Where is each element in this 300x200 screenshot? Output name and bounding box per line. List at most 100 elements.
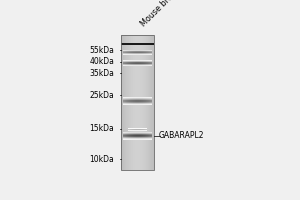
Bar bbox=[144, 132, 145, 133]
Bar bbox=[145, 101, 146, 102]
Bar bbox=[128, 138, 129, 139]
Bar bbox=[149, 100, 150, 101]
Bar bbox=[150, 132, 151, 133]
Bar bbox=[137, 132, 139, 133]
Bar bbox=[124, 62, 125, 63]
Bar bbox=[147, 63, 148, 64]
Bar bbox=[123, 63, 124, 64]
Bar bbox=[136, 62, 137, 63]
Bar bbox=[146, 63, 147, 64]
Bar bbox=[149, 101, 150, 102]
Bar bbox=[143, 98, 144, 99]
Bar bbox=[136, 99, 137, 100]
Bar bbox=[139, 63, 140, 64]
Bar bbox=[129, 102, 130, 103]
Bar bbox=[142, 97, 143, 98]
Bar bbox=[126, 35, 127, 170]
Bar bbox=[128, 104, 129, 105]
Bar bbox=[130, 35, 131, 170]
Bar bbox=[151, 101, 152, 102]
Bar bbox=[137, 61, 139, 62]
Bar bbox=[151, 132, 152, 133]
Bar bbox=[132, 102, 133, 103]
Bar bbox=[144, 97, 145, 98]
Bar bbox=[128, 99, 129, 100]
Bar bbox=[144, 103, 145, 104]
Bar bbox=[144, 137, 145, 138]
Bar bbox=[140, 97, 141, 98]
Bar bbox=[129, 61, 130, 62]
Bar bbox=[137, 64, 139, 65]
Bar bbox=[142, 133, 143, 134]
Bar bbox=[151, 103, 152, 104]
Bar bbox=[144, 98, 145, 99]
Bar bbox=[142, 98, 143, 99]
Bar bbox=[148, 134, 149, 135]
Bar bbox=[134, 137, 136, 138]
Bar bbox=[134, 63, 136, 64]
Bar bbox=[143, 64, 144, 65]
Bar bbox=[142, 139, 143, 140]
Bar bbox=[140, 65, 141, 66]
Bar bbox=[147, 132, 148, 133]
Bar bbox=[133, 102, 134, 103]
Bar bbox=[126, 103, 127, 104]
Bar bbox=[141, 138, 142, 139]
Bar bbox=[146, 136, 147, 137]
Bar bbox=[143, 138, 144, 139]
Bar bbox=[148, 136, 149, 137]
Bar bbox=[127, 102, 128, 103]
Bar bbox=[127, 62, 128, 63]
Bar bbox=[139, 102, 140, 103]
Bar bbox=[146, 61, 147, 62]
Bar bbox=[127, 104, 128, 105]
Bar bbox=[145, 102, 146, 103]
Bar bbox=[149, 102, 150, 103]
Bar bbox=[142, 65, 143, 66]
Bar bbox=[150, 100, 151, 101]
Bar bbox=[133, 135, 134, 136]
Bar bbox=[129, 62, 130, 63]
Bar bbox=[144, 64, 145, 65]
Bar bbox=[150, 60, 151, 61]
Bar bbox=[146, 97, 147, 98]
Bar bbox=[150, 63, 151, 64]
Bar bbox=[125, 138, 126, 139]
Bar bbox=[144, 104, 145, 105]
Bar bbox=[136, 134, 137, 135]
Bar bbox=[125, 136, 126, 137]
Bar bbox=[132, 136, 133, 137]
Text: 35kDa: 35kDa bbox=[89, 69, 114, 78]
Bar bbox=[150, 136, 151, 137]
Bar bbox=[145, 100, 146, 101]
Bar bbox=[134, 103, 136, 104]
Bar bbox=[134, 101, 136, 102]
Text: 10kDa: 10kDa bbox=[89, 155, 114, 164]
Bar bbox=[127, 133, 128, 134]
Bar bbox=[137, 99, 139, 100]
Bar bbox=[129, 139, 130, 140]
Bar bbox=[126, 104, 127, 105]
Bar bbox=[149, 60, 150, 61]
Bar bbox=[139, 132, 140, 133]
Bar bbox=[147, 62, 148, 63]
Bar bbox=[129, 98, 130, 99]
Bar bbox=[151, 139, 152, 140]
Bar bbox=[146, 60, 147, 61]
Bar bbox=[136, 104, 137, 105]
Bar bbox=[137, 98, 139, 99]
Bar bbox=[146, 35, 147, 170]
Bar bbox=[137, 62, 139, 63]
Bar bbox=[150, 133, 151, 134]
Bar bbox=[145, 103, 146, 104]
Bar bbox=[136, 136, 137, 137]
Bar bbox=[142, 102, 143, 103]
Bar bbox=[149, 98, 150, 99]
Bar bbox=[146, 102, 147, 103]
Bar bbox=[141, 60, 142, 61]
Bar bbox=[123, 35, 124, 170]
Bar bbox=[132, 100, 133, 101]
Bar bbox=[129, 134, 130, 135]
Bar bbox=[146, 101, 147, 102]
Bar bbox=[132, 65, 133, 66]
